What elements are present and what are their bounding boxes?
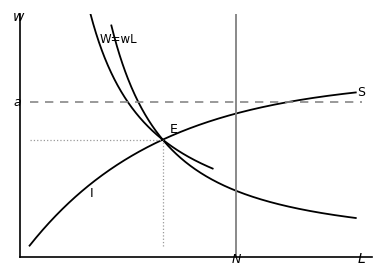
Text: E: E xyxy=(169,123,177,136)
Text: I: I xyxy=(89,187,93,200)
Text: w: w xyxy=(13,10,25,24)
Text: W=wL: W=wL xyxy=(100,33,137,46)
Text: N: N xyxy=(231,253,241,266)
Text: L: L xyxy=(358,252,366,266)
Text: a: a xyxy=(14,95,21,109)
Text: S: S xyxy=(358,86,365,99)
